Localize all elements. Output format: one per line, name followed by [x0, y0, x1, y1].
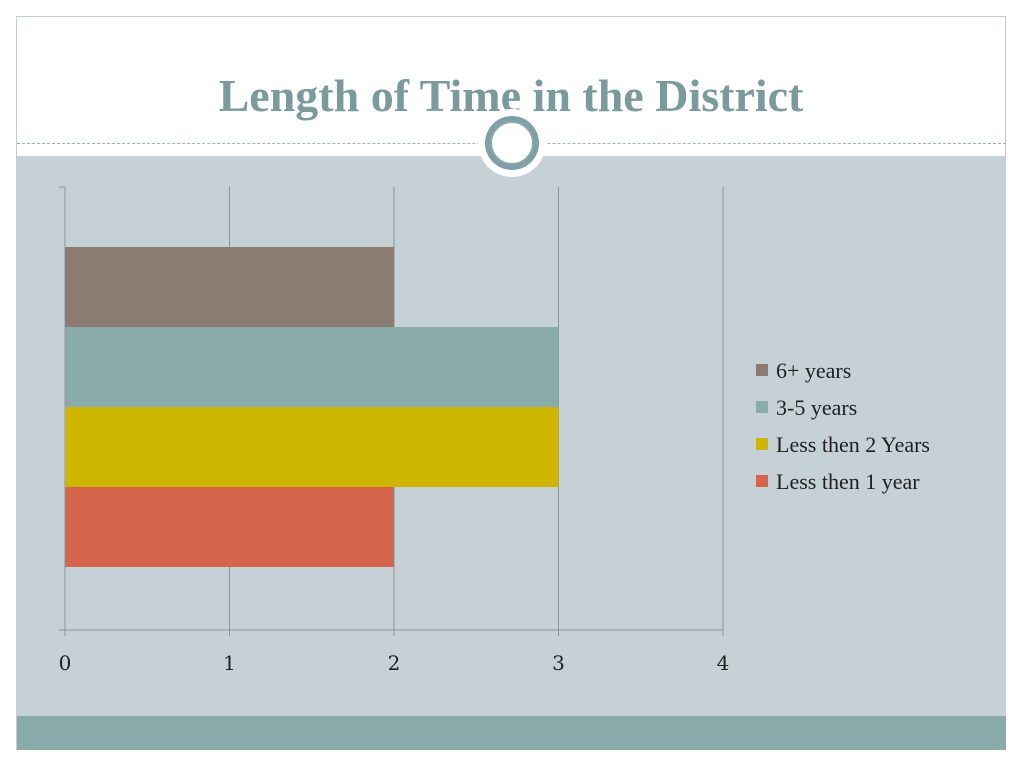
footer-band [17, 716, 1006, 750]
x-tick-label-0: 0 [59, 651, 72, 675]
legend-label-2: 3-5 years [776, 395, 857, 420]
x-tick-label-3: 3 [552, 651, 565, 675]
legend-swatch-2 [756, 401, 768, 413]
legend-label-3: Less then 2 Years [776, 432, 930, 457]
legend-label-4: Less then 1 year [776, 469, 920, 494]
legend-swatch-3 [756, 438, 768, 450]
x-tick-label-4: 4 [717, 651, 730, 675]
legend-swatch-4 [756, 475, 768, 487]
bar-2 [65, 327, 559, 407]
legend-swatch-1 [756, 364, 768, 376]
x-tick-label-2: 2 [388, 651, 401, 675]
bar-1 [65, 247, 394, 327]
x-tick-label-1: 1 [223, 651, 236, 675]
bar-4 [65, 487, 394, 567]
bar-3 [65, 407, 559, 487]
legend-label-1: 6+ years [776, 358, 851, 383]
divider-ornament-center [490, 121, 534, 165]
